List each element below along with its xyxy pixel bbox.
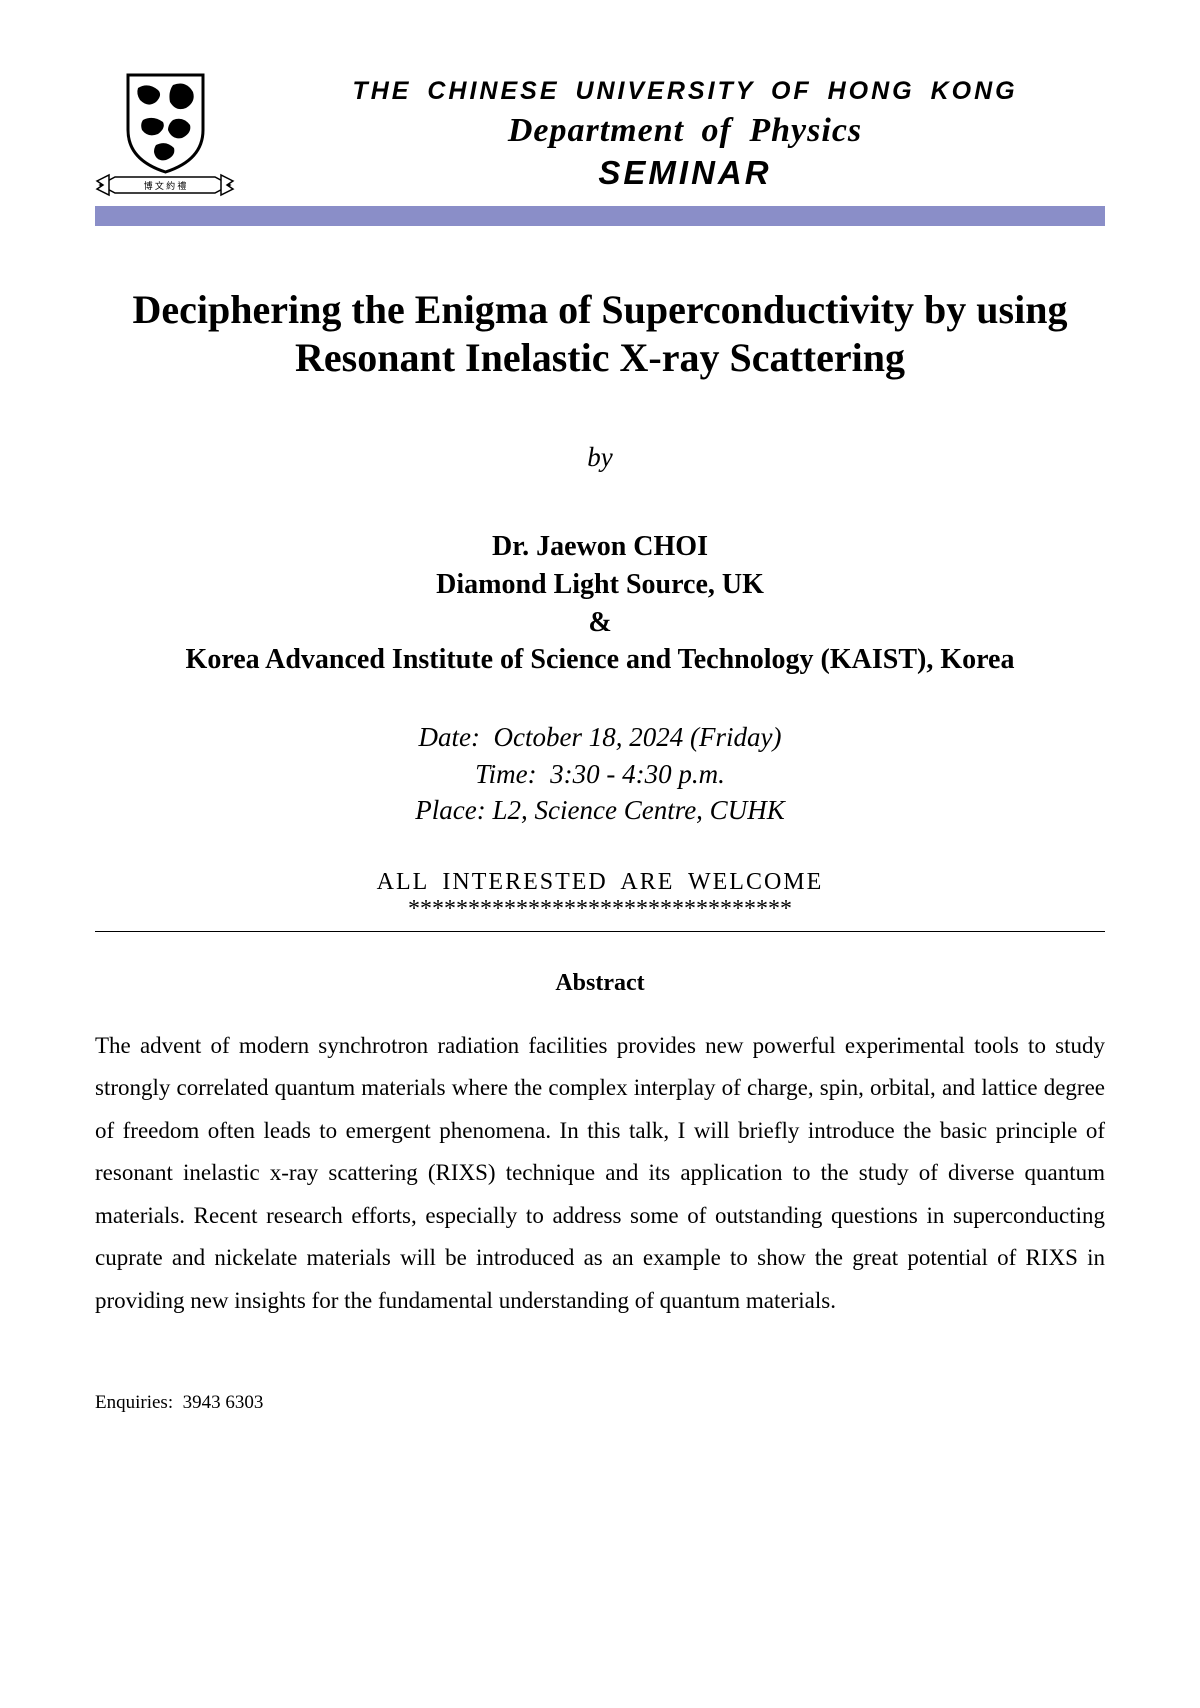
horizontal-rule	[95, 931, 1105, 932]
header-text: THE CHINESE UNIVERSITY OF HONG KONG Depa…	[265, 77, 1105, 192]
svg-text:博 文 約 禮: 博 文 約 禮	[144, 180, 187, 191]
crest-icon	[118, 70, 213, 175]
date-value: October 18, 2024 (Friday)	[494, 722, 782, 752]
ribbon-icon: 博 文 約 禮	[95, 173, 235, 198]
speaker-block: Dr. Jaewon CHOI Diamond Light Source, UK…	[95, 528, 1105, 679]
place-line: Place: L2, Science Centre, CUHK	[95, 792, 1105, 828]
enquiries: Enquiries: 3943 6303	[95, 1392, 1105, 1414]
abstract-heading: Abstract	[95, 970, 1105, 997]
department-name: Department of Physics	[265, 112, 1105, 150]
seminar-label: SEMINAR	[265, 154, 1105, 192]
welcome-text: ALL INTERESTED ARE WELCOME	[95, 869, 1105, 896]
date-line: Date: October 18, 2024 (Friday)	[95, 719, 1105, 755]
enquiries-label: Enquiries:	[95, 1392, 173, 1413]
by-label: by	[95, 442, 1105, 473]
time-label: Time:	[475, 759, 537, 789]
ampersand: &	[95, 604, 1105, 642]
header-row: 博 文 約 禮 THE CHINESE UNIVERSITY OF HONG K…	[95, 70, 1105, 198]
abstract-body: The advent of modern synchrotron radiati…	[95, 1025, 1105, 1323]
event-details: Date: October 18, 2024 (Friday) Time: 3:…	[95, 719, 1105, 828]
stars-divider: ********************************	[95, 896, 1105, 923]
affiliation-1: Diamond Light Source, UK	[95, 566, 1105, 604]
enquiries-value: 3943 6303	[183, 1392, 264, 1413]
divider-bar	[95, 206, 1105, 226]
talk-title: Deciphering the Enigma of Superconductiv…	[95, 286, 1105, 382]
university-name: THE CHINESE UNIVERSITY OF HONG KONG	[265, 77, 1105, 106]
university-logo: 博 文 約 禮	[95, 70, 235, 198]
time-value: 3:30 - 4:30 p.m.	[550, 759, 725, 789]
time-line: Time: 3:30 - 4:30 p.m.	[95, 756, 1105, 792]
place-label: Place:	[415, 795, 485, 825]
date-label: Date:	[419, 722, 480, 752]
affiliation-2: Korea Advanced Institute of Science and …	[95, 641, 1105, 679]
speaker-name: Dr. Jaewon CHOI	[95, 528, 1105, 566]
place-value: L2, Science Centre, CUHK	[493, 795, 785, 825]
